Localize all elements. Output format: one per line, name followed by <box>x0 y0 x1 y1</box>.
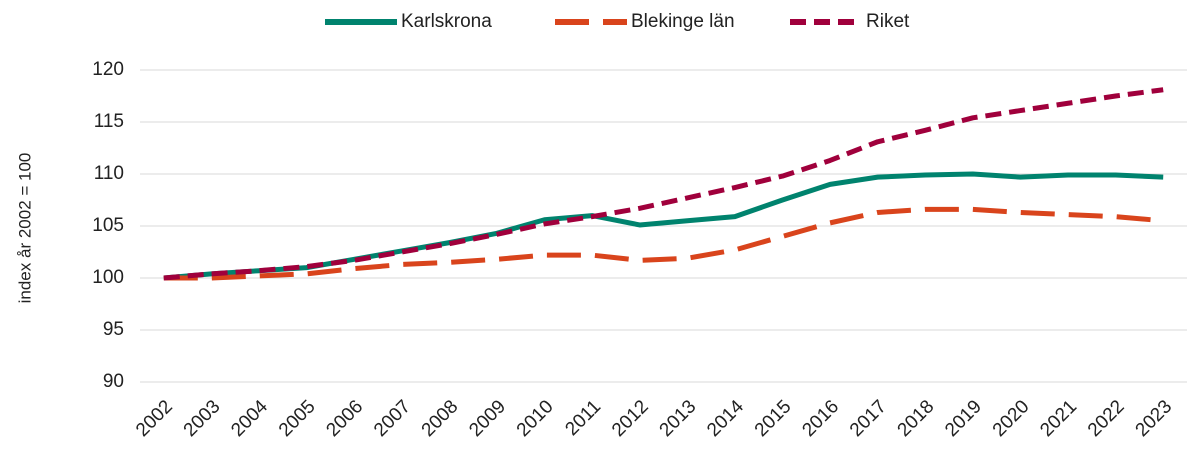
x-tick-label: 2017 <box>846 396 891 441</box>
legend-label: Karlskrona <box>401 11 492 32</box>
legend-label: Riket <box>866 11 910 32</box>
x-tick-label: 2005 <box>275 396 320 441</box>
x-tick-label: 2013 <box>656 396 701 441</box>
x-tick-label: 2006 <box>322 396 367 441</box>
x-tick-label: 2011 <box>561 396 605 440</box>
y-axis-label: index år 2002 = 100 <box>15 153 34 304</box>
x-tick-label: 2008 <box>418 396 463 441</box>
y-tick-label: 115 <box>94 111 124 132</box>
series-line <box>163 206 1164 281</box>
x-tick-label: 2003 <box>180 396 225 441</box>
y-tick-label: 100 <box>92 267 124 288</box>
y-tick-label: 105 <box>92 215 124 236</box>
series-line <box>163 171 1164 281</box>
x-tick-label: 2007 <box>370 396 415 441</box>
legend-label: Blekinge län <box>631 11 735 32</box>
x-tick-label: 2014 <box>703 396 748 441</box>
x-tick-label: 2019 <box>941 396 986 441</box>
x-tick-label: 2016 <box>798 396 843 441</box>
y-tick-label: 110 <box>94 163 124 184</box>
x-tick-label: 2015 <box>751 396 796 441</box>
x-tick-label: 2012 <box>608 396 653 441</box>
x-tick-label: 2022 <box>1084 396 1129 441</box>
x-tick-label: 2020 <box>989 396 1034 441</box>
x-tick-label: 2021 <box>1036 396 1081 441</box>
x-tick-label: 2018 <box>894 396 939 441</box>
y-tick-label: 120 <box>92 59 124 80</box>
y-tick-label: 90 <box>103 371 124 392</box>
y-tick-label: 95 <box>103 319 124 340</box>
x-tick-label: 2004 <box>227 396 272 441</box>
x-tick-label: 2002 <box>132 396 177 441</box>
x-tick-label: 2009 <box>465 396 510 441</box>
x-tick-label: 2010 <box>513 396 558 441</box>
series-line <box>163 87 1164 281</box>
x-tick-label: 2023 <box>1132 396 1177 441</box>
